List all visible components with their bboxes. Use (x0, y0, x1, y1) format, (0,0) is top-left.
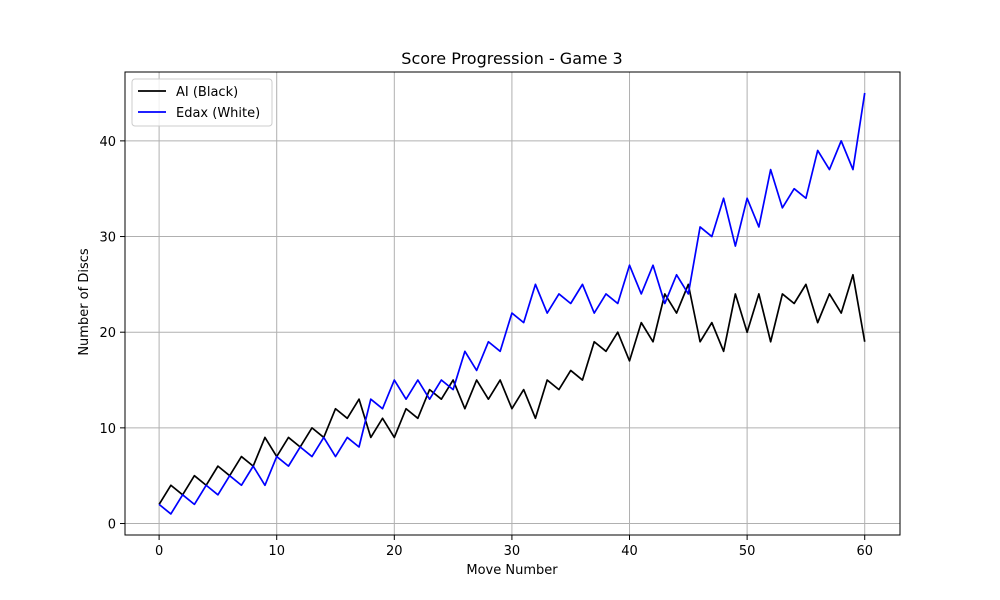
x-tick-label: 30 (504, 544, 521, 559)
grid-lines (125, 72, 900, 535)
chart-title: Score Progression - Game 3 (401, 49, 622, 68)
legend-box (131, 78, 273, 127)
y-tick-label: 0 (108, 518, 116, 533)
series-line-1 (158, 92, 866, 515)
axis-ticks: 0 10 20 30 40 50 60 0 10 20 30 40 (99, 135, 873, 559)
x-tick-label: 0 (155, 544, 163, 559)
y-axis-label: Number of Discs (77, 248, 92, 356)
legend: AI (Black) Edax (White) (131, 78, 273, 127)
x-tick-label: 50 (739, 544, 756, 559)
x-tick-label: 40 (621, 544, 638, 559)
y-tick-label: 30 (99, 231, 116, 246)
series-layer (158, 92, 866, 515)
x-tick-label: 60 (856, 544, 873, 559)
y-tick-label: 10 (99, 422, 116, 437)
legend-label-0: AI (Black) (176, 85, 238, 100)
x-tick-label: 10 (268, 544, 285, 559)
x-axis-label: Move Number (466, 563, 558, 578)
legend-label-1: Edax (White) (176, 106, 260, 121)
y-tick-label: 40 (99, 135, 116, 150)
plot-area-frame (124, 71, 901, 536)
y-tick-label: 20 (99, 326, 116, 341)
x-tick-label: 20 (386, 544, 403, 559)
